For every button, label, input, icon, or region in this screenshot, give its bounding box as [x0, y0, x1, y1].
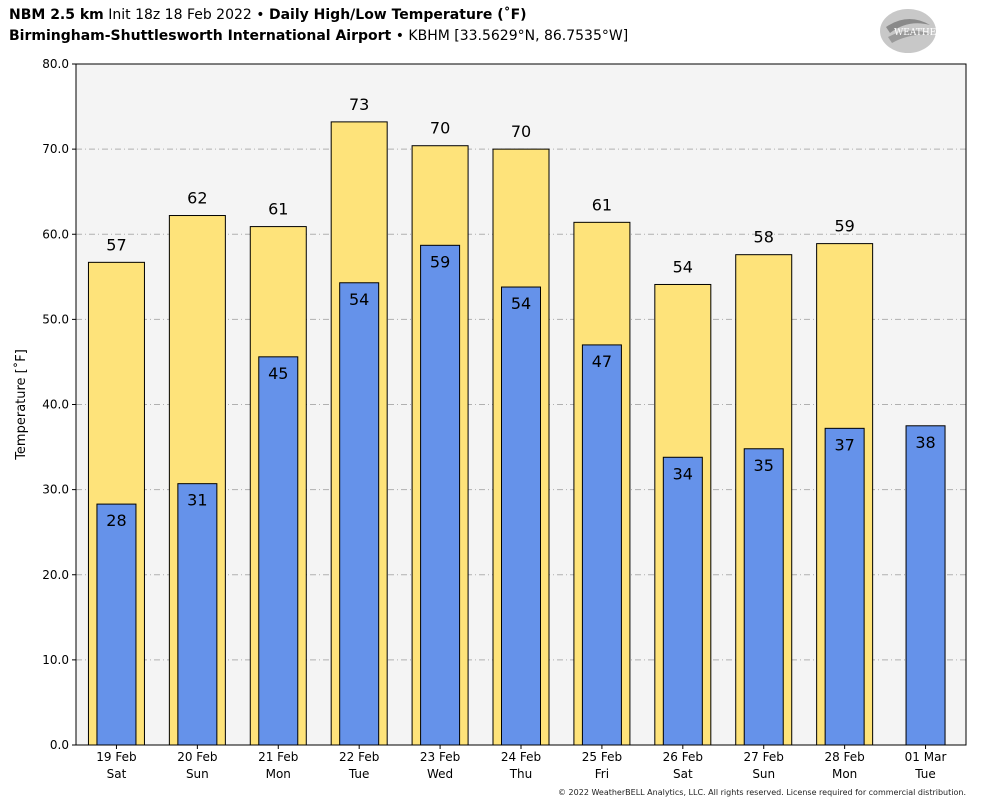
low-temp-bar [258, 356, 299, 746]
low-temp-label: 34 [673, 464, 693, 483]
x-tick-date: 01 Mar [905, 750, 947, 764]
weatherbell-logo: WEATHERBELL [880, 9, 968, 53]
y-tick-label: 50.0 [42, 312, 69, 326]
y-tick-label: 40.0 [42, 398, 69, 412]
x-tick-date: 28 Feb [824, 750, 864, 764]
x-tick-date: 22 Feb [339, 750, 379, 764]
high-temp-label: 70 [430, 119, 450, 138]
high-temp-label: 57 [106, 235, 126, 254]
low-temp-bar [824, 427, 865, 746]
x-tick-day: Fri [595, 767, 609, 781]
high-temp-label: 58 [754, 228, 774, 247]
high-temp-label: 70 [511, 122, 531, 141]
copyright-footer: © 2022 WeatherBELL Analytics, LLC. All r… [558, 788, 966, 797]
low-temp-bar [905, 425, 946, 746]
y-tick-label: 20.0 [42, 568, 69, 582]
init-time: Init 18z 18 Feb 2022 [108, 7, 252, 23]
y-tick-label: 80.0 [42, 57, 69, 71]
x-tick-date: 24 Feb [501, 750, 541, 764]
low-temp-label: 54 [349, 290, 369, 309]
low-temp-label: 45 [268, 364, 288, 383]
model-name: NBM 2.5 km [9, 7, 104, 23]
x-tick-day: Sat [107, 767, 127, 781]
chart-header-line1: NBM 2.5 km Init 18z 18 Feb 2022 • Daily … [9, 6, 527, 24]
x-tick-date: 20 Feb [177, 750, 217, 764]
x-tick-day: Wed [427, 767, 453, 781]
x-tick-date: 23 Feb [420, 750, 460, 764]
low-temp-label: 38 [915, 433, 935, 452]
chart-header-line2: Birmingham-Shuttlesworth International A… [9, 27, 628, 45]
low-temp-bar [420, 244, 461, 746]
x-tick-day: Mon [266, 767, 291, 781]
y-axis-label: Temperature [˚F] [13, 349, 29, 461]
y-tick-label: 0.0 [50, 738, 69, 752]
x-tick-day: Tue [348, 767, 370, 781]
low-temp-label: 28 [106, 511, 126, 530]
low-temp-bar [339, 282, 380, 746]
x-tick-day: Mon [832, 767, 857, 781]
low-temp-label: 35 [754, 456, 774, 475]
y-tick-label: 60.0 [42, 227, 69, 241]
low-temp-label: 59 [430, 252, 450, 271]
x-tick-date: 27 Feb [744, 750, 784, 764]
low-temp-bar [501, 286, 541, 746]
product-title: Daily High/Low Temperature (˚F) [268, 7, 527, 23]
high-temp-label: 54 [673, 257, 693, 276]
low-temp-bar [743, 448, 784, 746]
low-temp-label: 54 [511, 294, 531, 313]
logo-wordmark: WEATHERBELL [894, 28, 968, 38]
x-tick-date: 21 Feb [258, 750, 298, 764]
y-tick-label: 30.0 [42, 483, 69, 497]
x-tick-day: Sat [673, 767, 693, 781]
separator: • [395, 28, 404, 44]
low-temp-label: 37 [834, 435, 854, 454]
y-tick-label: 70.0 [42, 142, 69, 156]
low-temp-label: 31 [187, 491, 207, 510]
plot-border [75, 63, 967, 746]
x-tick-date: 19 Feb [96, 750, 136, 764]
low-temp-bar [177, 483, 218, 746]
x-tick-day: Thu [509, 767, 533, 781]
x-tick-day: Sun [752, 767, 775, 781]
low-temp-bar [581, 344, 622, 746]
high-temp-label: 61 [592, 195, 612, 214]
x-tick-day: Tue [914, 767, 936, 781]
x-tick-date: 26 Feb [663, 750, 703, 764]
high-temp-label: 59 [834, 217, 854, 236]
separator: • [256, 7, 265, 23]
station-info: KBHM [33.5629°N, 86.7535°W] [408, 28, 629, 44]
high-temp-label: 61 [268, 200, 288, 219]
high-temp-label: 73 [349, 95, 369, 114]
y-tick-label: 10.0 [42, 653, 69, 667]
low-temp-bar [96, 503, 137, 746]
x-tick-date: 25 Feb [582, 750, 622, 764]
low-temp-label: 47 [592, 352, 612, 371]
x-tick-day: Sun [186, 767, 209, 781]
station-name: Birmingham-Shuttlesworth International A… [9, 28, 392, 44]
high-temp-label: 62 [187, 189, 207, 208]
low-temp-bar [662, 456, 703, 746]
